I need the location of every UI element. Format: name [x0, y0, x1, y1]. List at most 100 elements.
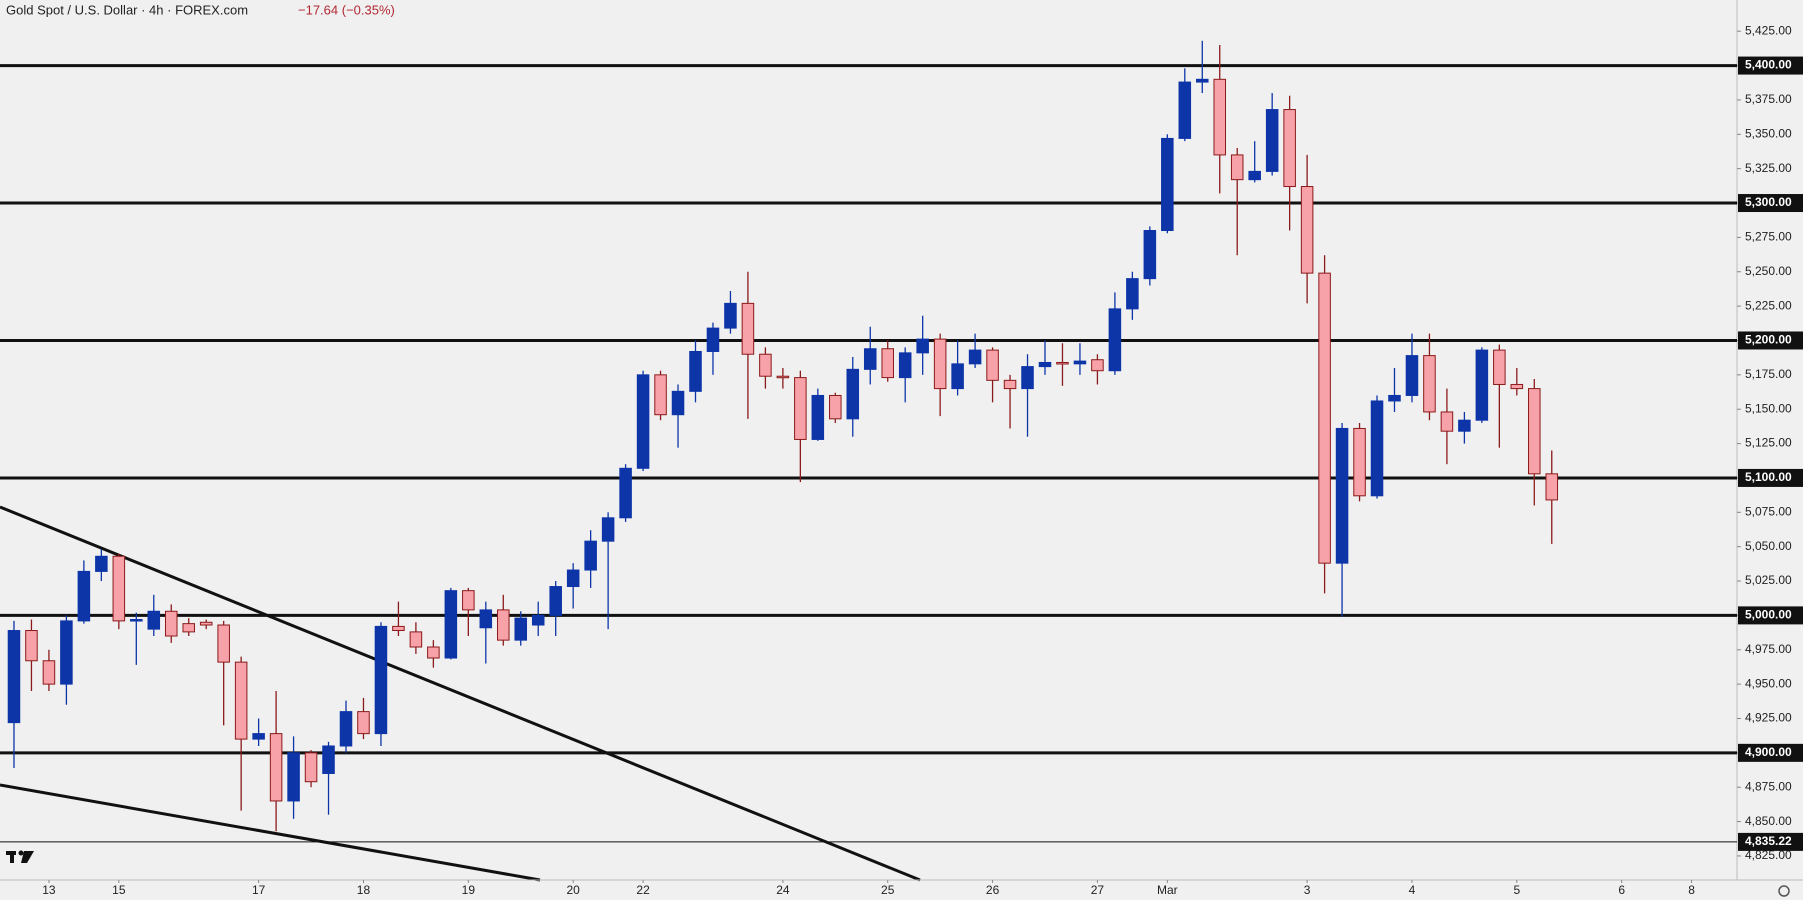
x-tick-label: 15 [112, 883, 126, 897]
chart-title: Gold Spot / U.S. Dollar · 4h · FOREX.com [6, 2, 248, 17]
candle-body [759, 353, 772, 377]
candle-body [1423, 355, 1436, 413]
candle-body [147, 610, 161, 630]
candle-body [706, 327, 720, 352]
y-tick-label: 4,950.00 [1745, 676, 1792, 690]
candle-body [1091, 359, 1104, 372]
y-tick-label: 4,975.00 [1745, 642, 1792, 656]
level-label-box [1738, 606, 1803, 625]
trend-line [0, 783, 541, 882]
level-label-box [1738, 194, 1803, 213]
candle-body [444, 590, 458, 659]
candle-body [1196, 78, 1209, 83]
y-tick-label: 5,175.00 [1745, 367, 1792, 381]
x-tick-label: 27 [1091, 883, 1105, 897]
candle-body [1528, 388, 1541, 475]
y-tick-label: 5,325.00 [1745, 161, 1792, 175]
x-tick-label: 19 [462, 883, 476, 897]
candle-body [1056, 361, 1069, 365]
candle-body [514, 617, 528, 641]
x-tick-label: 5 [1513, 883, 1520, 897]
settings-icon[interactable] [1778, 885, 1790, 897]
candle-body [1545, 473, 1559, 501]
candle-body [164, 610, 178, 637]
candle-body [1213, 78, 1227, 156]
y-tick-label: 5,075.00 [1745, 504, 1792, 518]
candle-body [776, 375, 790, 379]
candle-body [497, 609, 510, 641]
candle-body [182, 623, 195, 633]
candle-body [916, 338, 929, 354]
candle-body [741, 302, 755, 355]
candle-body [1353, 427, 1366, 497]
candle-body [357, 711, 370, 735]
candle-body [1003, 379, 1017, 390]
level-label-box [1738, 468, 1803, 487]
candle-body [1458, 419, 1471, 432]
y-tick-label: 5,050.00 [1745, 539, 1792, 553]
y-tick-label: 5,250.00 [1745, 264, 1792, 278]
candle-body [724, 302, 737, 329]
candle-body [252, 733, 265, 740]
y-tick-label: 5,225.00 [1745, 298, 1792, 312]
candle-body [60, 620, 73, 685]
candle-body [829, 394, 842, 420]
candle-body [1493, 349, 1506, 385]
x-tick-label: 3 [1304, 883, 1311, 897]
y-tick-label: 5,000.00 [1745, 608, 1792, 622]
y-tick-label: 5,100.00 [1745, 470, 1792, 484]
candle-body [933, 338, 947, 390]
candle-body [1440, 411, 1454, 432]
candle-body [199, 621, 213, 626]
candle-body [392, 625, 405, 632]
candle-body [811, 394, 825, 440]
y-tick-label: 5,350.00 [1745, 126, 1792, 140]
candle-body [619, 467, 632, 519]
y-tick-label: 4,875.00 [1745, 779, 1792, 793]
candle-body [846, 368, 860, 420]
y-tick-label: 4,825.00 [1745, 848, 1792, 862]
level-label-box [1738, 743, 1803, 762]
candle-body [881, 348, 894, 379]
y-tick-label: 5,150.00 [1745, 401, 1792, 415]
candle-body [549, 586, 562, 616]
y-tick-label: 4,900.00 [1745, 745, 1792, 759]
x-tick-label: 13 [42, 883, 56, 897]
candle-body [234, 661, 248, 740]
candle-body [269, 733, 283, 802]
x-tick-label: 25 [881, 883, 895, 897]
candle-body [130, 619, 143, 622]
candle-body [339, 711, 353, 747]
y-tick-label: 5,125.00 [1745, 436, 1792, 450]
candle-body [287, 752, 300, 802]
price-label: 4,835.22 [1745, 834, 1792, 848]
candle-body [217, 624, 230, 663]
candle-body [1143, 230, 1157, 280]
candle-body [1021, 366, 1034, 390]
candle-body [1388, 394, 1401, 402]
candle-body [951, 363, 964, 390]
candle-body [689, 350, 702, 392]
candle-body [1073, 360, 1087, 365]
candle-body [112, 555, 126, 622]
candle-body [863, 348, 877, 370]
candle-body [409, 631, 423, 648]
y-tick-label: 5,400.00 [1745, 58, 1792, 72]
candle-body [1318, 272, 1331, 564]
candle-body [671, 390, 685, 416]
x-tick-label: 24 [776, 883, 790, 897]
x-tick-label: 6 [1618, 883, 1625, 897]
x-tick-label: 22 [636, 883, 650, 897]
candle-body [479, 609, 493, 629]
candle-body [968, 349, 982, 365]
y-tick-label: 5,200.00 [1745, 333, 1792, 347]
candle-body [1178, 81, 1192, 139]
candle-body [374, 625, 388, 735]
candle-body [25, 630, 38, 662]
trend-line [0, 505, 921, 882]
candle-body [1265, 109, 1279, 172]
y-tick-label: 5,300.00 [1745, 195, 1792, 209]
candle-body [1335, 427, 1349, 564]
candle-body [462, 590, 475, 611]
